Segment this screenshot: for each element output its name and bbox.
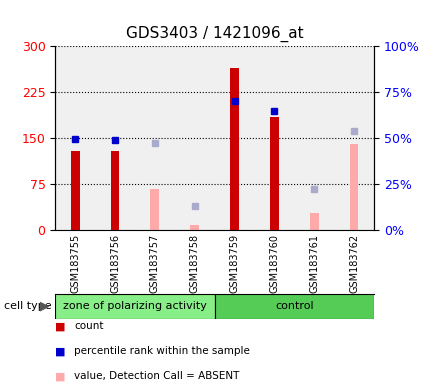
Text: control: control [275, 301, 314, 311]
Title: GDS3403 / 1421096_at: GDS3403 / 1421096_at [126, 26, 303, 42]
Text: GSM183756: GSM183756 [110, 233, 120, 293]
Bar [150, 189, 159, 230]
Text: count: count [74, 321, 104, 331]
Text: ■: ■ [55, 371, 66, 381]
Bar [71, 151, 79, 230]
Text: percentile rank within the sample: percentile rank within the sample [74, 346, 250, 356]
Bar [215, 294, 374, 319]
Text: GSM183759: GSM183759 [230, 233, 240, 293]
Text: GSM183760: GSM183760 [269, 233, 279, 293]
Text: GSM183762: GSM183762 [349, 233, 359, 293]
Text: ▶: ▶ [40, 300, 49, 313]
Bar [310, 213, 319, 230]
Text: GSM183757: GSM183757 [150, 233, 160, 293]
Bar [350, 144, 358, 230]
Text: ■: ■ [55, 321, 66, 331]
Text: GSM183755: GSM183755 [70, 233, 80, 293]
Text: cell type: cell type [4, 301, 52, 311]
Text: GSM183758: GSM183758 [190, 233, 200, 293]
Bar [270, 117, 279, 230]
Text: GSM183761: GSM183761 [309, 233, 319, 293]
Bar [190, 225, 199, 230]
Text: value, Detection Call = ABSENT: value, Detection Call = ABSENT [74, 371, 240, 381]
Bar [110, 151, 119, 230]
Bar [55, 294, 215, 319]
Bar [230, 68, 239, 230]
Text: ■: ■ [55, 346, 66, 356]
Text: zone of polarizing activity: zone of polarizing activity [63, 301, 207, 311]
